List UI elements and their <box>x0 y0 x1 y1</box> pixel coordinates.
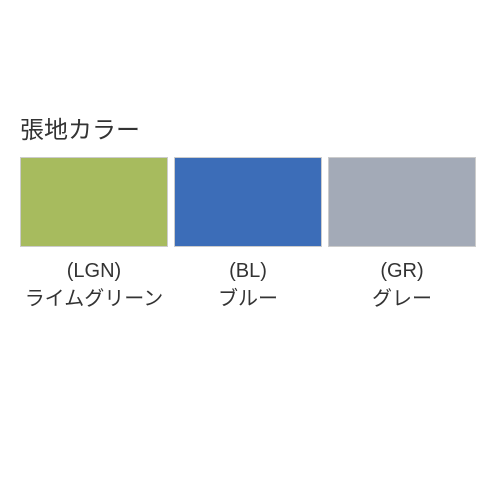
label-name: ブルー <box>174 285 322 313</box>
swatch-lgn <box>20 157 168 247</box>
label-gr: (GR) グレー <box>328 257 476 313</box>
label-name: ライムグリーン <box>20 285 168 313</box>
label-code: (GR) <box>328 257 476 285</box>
label-name: グレー <box>328 285 476 313</box>
label-row: (LGN) ライムグリーン (BL) ブルー (GR) グレー <box>20 257 480 313</box>
label-lgn: (LGN) ライムグリーン <box>20 257 168 313</box>
label-code: (LGN) <box>20 257 168 285</box>
chart-title: 張地カラー <box>20 110 480 145</box>
swatch-row <box>20 157 480 247</box>
swatch-gr <box>328 157 476 247</box>
label-bl: (BL) ブルー <box>174 257 322 313</box>
label-code: (BL) <box>174 257 322 285</box>
color-chart: 張地カラー (LGN) ライムグリーン (BL) ブルー (GR) グレー <box>20 110 480 313</box>
swatch-bl <box>174 157 322 247</box>
